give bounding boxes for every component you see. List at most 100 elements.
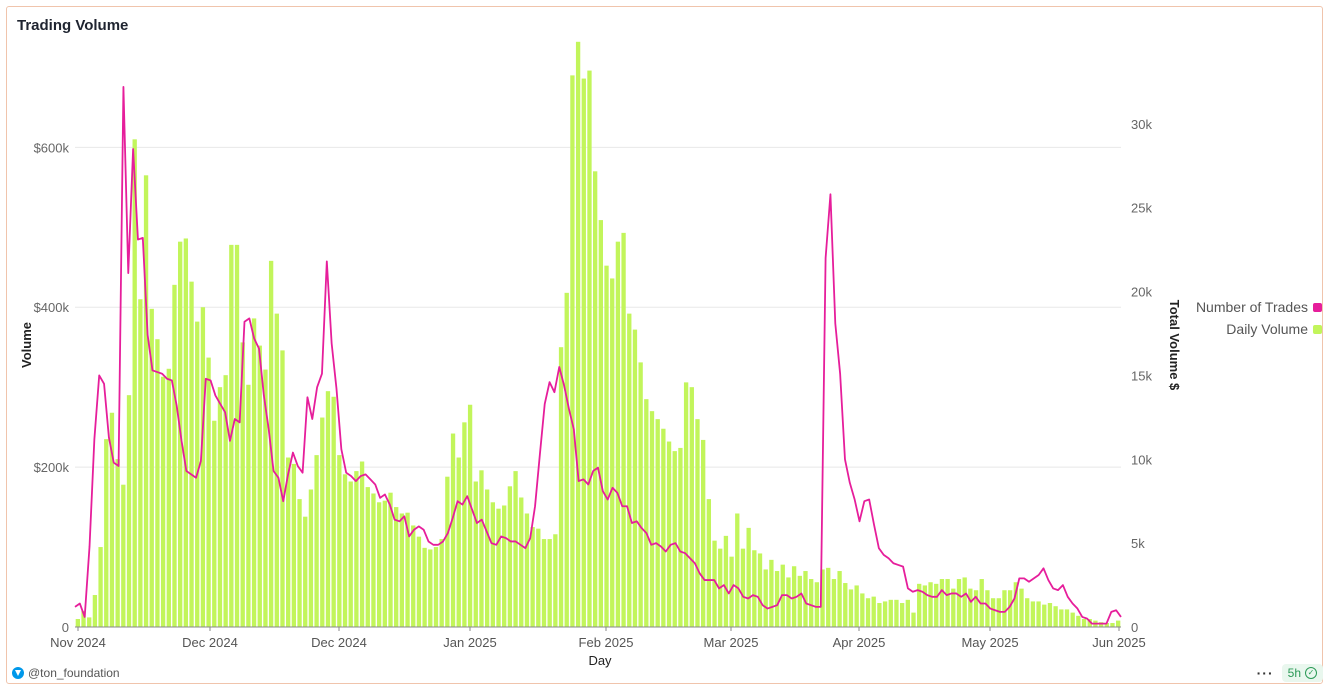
volume-bar <box>581 78 586 627</box>
volume-bar <box>308 489 314 627</box>
volume-bar <box>769 559 774 627</box>
volume-bar <box>894 599 899 627</box>
volume-bar <box>104 439 109 627</box>
volume-bar <box>1013 582 1018 627</box>
volume-bar <box>1042 604 1047 627</box>
y-right-tick-label: 10k <box>1131 452 1152 467</box>
volume-bar <box>644 399 649 627</box>
x-tick-label: Feb 2025 <box>579 635 634 650</box>
volume-bar <box>809 579 814 627</box>
volume-bar <box>740 548 746 627</box>
volume-bar <box>473 481 478 627</box>
volume-bar <box>297 499 302 627</box>
volume-bar <box>433 547 439 627</box>
volume-bar <box>706 499 712 627</box>
volume-bar <box>166 368 171 627</box>
volume-bar <box>450 433 456 627</box>
volume-bar <box>752 550 757 627</box>
volume-bar <box>376 502 382 627</box>
volume-bar <box>593 171 598 627</box>
y-left-tick-label: $200k <box>34 460 70 475</box>
legend: Number of Trades Daily Volume <box>1196 296 1322 340</box>
more-options-icon[interactable]: ··· <box>1256 665 1274 681</box>
chart-title: Trading Volume <box>17 17 129 34</box>
y-left-axis-title: Volume <box>19 322 34 368</box>
axes: 0 $200k $400k $600k 0 5k 10k 15k 20k 25k 30k Nov 20… <box>19 117 1182 668</box>
volume-bar <box>274 313 279 627</box>
volume-bar <box>536 528 541 627</box>
volume-bar <box>922 585 928 627</box>
volume-bar <box>359 461 365 627</box>
volume-bar <box>467 404 473 627</box>
volume-bar <box>951 588 956 627</box>
volume-bar <box>678 447 683 627</box>
volume-bar <box>291 463 297 627</box>
legend-item-volume[interactable]: Daily Volume <box>1196 318 1322 340</box>
volume-bar <box>627 313 632 627</box>
volume-bar <box>382 500 387 627</box>
volume-bar <box>303 516 308 627</box>
x-tick-label: May 2025 <box>961 635 1018 650</box>
volume-bar <box>1030 601 1036 627</box>
volume-bar <box>115 459 120 627</box>
volume-bar <box>558 347 564 627</box>
x-axis-title: Day <box>588 653 612 668</box>
volume-bar <box>143 175 149 627</box>
volume-bar <box>490 502 495 627</box>
volume-bar <box>917 583 922 627</box>
volume-bar <box>814 582 820 627</box>
trades-line <box>74 86 1122 625</box>
legend-swatch-volume <box>1313 324 1322 334</box>
volume-bar <box>484 489 490 627</box>
volume-bar <box>155 339 160 627</box>
volume-bar <box>138 299 143 627</box>
volume-bar <box>1116 620 1121 627</box>
volume-bar <box>240 342 245 627</box>
volume-bar <box>87 617 92 627</box>
attribution[interactable]: @ton_foundation <box>12 666 120 680</box>
volume-bar <box>735 513 740 627</box>
volume-bar <box>1002 590 1007 627</box>
volume-bar <box>632 329 638 627</box>
attribution-handle: @ton_foundation <box>28 666 120 680</box>
volume-bar <box>365 487 370 627</box>
volume-bar <box>865 598 871 627</box>
volume-bar <box>973 590 979 627</box>
volume-bar <box>689 387 694 627</box>
volume-bar <box>604 265 609 627</box>
x-tick-label: Apr 2025 <box>833 635 886 650</box>
volume-bar <box>496 508 501 627</box>
volume-bar <box>530 527 535 627</box>
volume-bar <box>831 579 837 627</box>
volume-bar <box>899 603 905 627</box>
y-right-tick-label: 0 <box>1131 620 1138 635</box>
volume-bar <box>234 244 240 628</box>
volume-bar <box>723 535 729 627</box>
volume-bar <box>672 451 677 627</box>
volume-bar <box>854 585 859 627</box>
volume-bar <box>399 513 405 627</box>
volume-bar <box>109 412 115 627</box>
volume-bar <box>223 375 228 627</box>
volume-bar <box>246 384 251 627</box>
volume-bar <box>553 534 558 627</box>
x-tick-label: Nov 2024 <box>50 635 106 650</box>
volume-bar <box>331 396 336 627</box>
y-right-tick-label: 20k <box>1131 285 1152 300</box>
volume-bar <box>683 382 689 627</box>
volume-bar <box>757 553 763 627</box>
volume-bar <box>615 241 621 627</box>
volume-bar <box>479 470 484 627</box>
volume-bar <box>200 307 206 627</box>
volume-bar <box>1081 619 1087 627</box>
volume-bar <box>524 513 530 627</box>
legend-item-trades[interactable]: Number of Trades <box>1196 296 1322 318</box>
volume-bar <box>1110 623 1115 627</box>
volume-bar <box>871 596 876 627</box>
volume-bar <box>911 612 916 627</box>
volume-bar <box>445 476 450 627</box>
volume-bar <box>712 540 717 627</box>
refresh-badge[interactable]: 5h ✓ <box>1281 664 1323 682</box>
volume-bar <box>263 369 268 627</box>
volume-bar <box>1047 603 1053 627</box>
